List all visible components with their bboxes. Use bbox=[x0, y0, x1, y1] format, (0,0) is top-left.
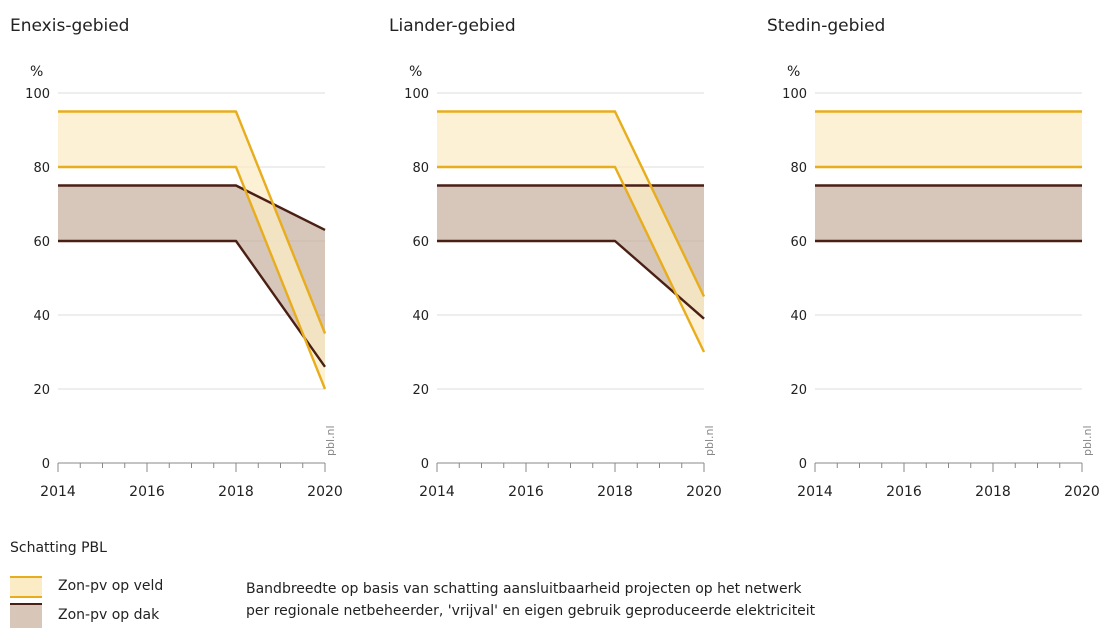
line-veld-upper bbox=[437, 110, 706, 298]
line-dak-lower bbox=[58, 239, 326, 368]
x-tick-label: 2020 bbox=[1064, 484, 1100, 500]
y-tick-label: 100 bbox=[782, 87, 807, 102]
line-veld-lower bbox=[437, 165, 706, 353]
y-tick-label: 80 bbox=[790, 161, 807, 176]
band-dak bbox=[437, 185, 704, 319]
y-tick-label: 0 bbox=[421, 457, 429, 472]
band-veld bbox=[437, 111, 704, 352]
x-tick-label: 2014 bbox=[40, 484, 76, 500]
legend-swatch-veld bbox=[10, 576, 42, 598]
y-tick-label: 60 bbox=[790, 235, 807, 250]
line-dak-upper bbox=[58, 184, 326, 231]
source-label: pbl.nl bbox=[324, 425, 337, 456]
y-tick-label: 20 bbox=[790, 383, 807, 398]
panel-title: Liander-gebied bbox=[389, 16, 516, 36]
y-tick-label: 20 bbox=[33, 383, 50, 398]
legend-label-veld: Zon-pv op veld bbox=[58, 578, 164, 594]
band-veld bbox=[815, 111, 1082, 167]
band-veld bbox=[58, 111, 325, 389]
x-tick-label: 2016 bbox=[508, 484, 544, 500]
x-tick-label: 2018 bbox=[218, 484, 254, 500]
y-tick-label: 80 bbox=[33, 161, 50, 176]
y-tick-label: 80 bbox=[412, 161, 429, 176]
x-tick-label: 2020 bbox=[686, 484, 722, 500]
x-tick-label: 2018 bbox=[597, 484, 633, 500]
x-tick-label: 2014 bbox=[797, 484, 833, 500]
y-tick-label: 40 bbox=[412, 309, 429, 324]
panel-title: Stedin-gebied bbox=[767, 16, 885, 36]
y-axis-unit: % bbox=[30, 64, 43, 80]
legend: Schatting PBL Zon-pv op veld Zon-pv op d… bbox=[10, 540, 1090, 628]
y-tick-label: 100 bbox=[404, 87, 429, 102]
y-tick-label: 0 bbox=[799, 457, 807, 472]
band-dak bbox=[815, 185, 1082, 241]
y-axis-unit: % bbox=[787, 64, 800, 80]
line-veld-lower bbox=[58, 165, 327, 390]
y-tick-label: 60 bbox=[412, 235, 429, 250]
legend-note: Bandbreedte op basis van schatting aansl… bbox=[246, 578, 815, 622]
legend-title: Schatting PBL bbox=[10, 540, 107, 556]
x-tick-label: 2020 bbox=[307, 484, 343, 500]
y-tick-label: 40 bbox=[790, 309, 807, 324]
y-tick-label: 20 bbox=[412, 383, 429, 398]
line-veld-upper bbox=[58, 110, 327, 334]
band-dak bbox=[58, 185, 325, 367]
panel-title: Enexis-gebied bbox=[10, 16, 129, 36]
legend-note-line2: per regionale netbeheerder, 'vrijval' en… bbox=[246, 603, 816, 619]
x-tick-label: 2018 bbox=[975, 484, 1011, 500]
source-label: pbl.nl bbox=[1081, 425, 1094, 456]
x-tick-label: 2016 bbox=[886, 484, 922, 500]
legend-label-dak: Zon-pv op dak bbox=[58, 607, 160, 623]
y-tick-label: 40 bbox=[33, 309, 50, 324]
y-tick-label: 100 bbox=[25, 87, 50, 102]
x-tick-label: 2016 bbox=[129, 484, 165, 500]
charts-container: Enexis-gebied% 0 20 40 60 80 100 2014 2016 2018 20… bbox=[10, 16, 1100, 500]
x-tick-label: 2014 bbox=[419, 484, 455, 500]
y-tick-label: 0 bbox=[42, 457, 50, 472]
legend-swatch-dak bbox=[10, 603, 42, 628]
legend-note-line1: Bandbreedte op basis van schatting aansl… bbox=[246, 581, 802, 597]
source-label: pbl.nl bbox=[703, 425, 716, 456]
y-axis-unit: % bbox=[409, 64, 422, 80]
y-tick-label: 60 bbox=[33, 235, 50, 250]
